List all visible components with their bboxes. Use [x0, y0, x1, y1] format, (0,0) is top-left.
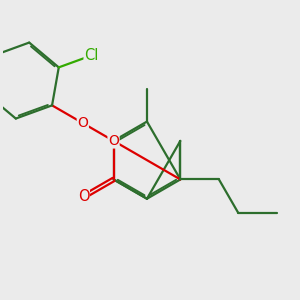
Text: O: O [77, 116, 88, 130]
Text: O: O [78, 189, 89, 204]
Text: O: O [108, 134, 119, 148]
Text: Cl: Cl [84, 48, 99, 63]
